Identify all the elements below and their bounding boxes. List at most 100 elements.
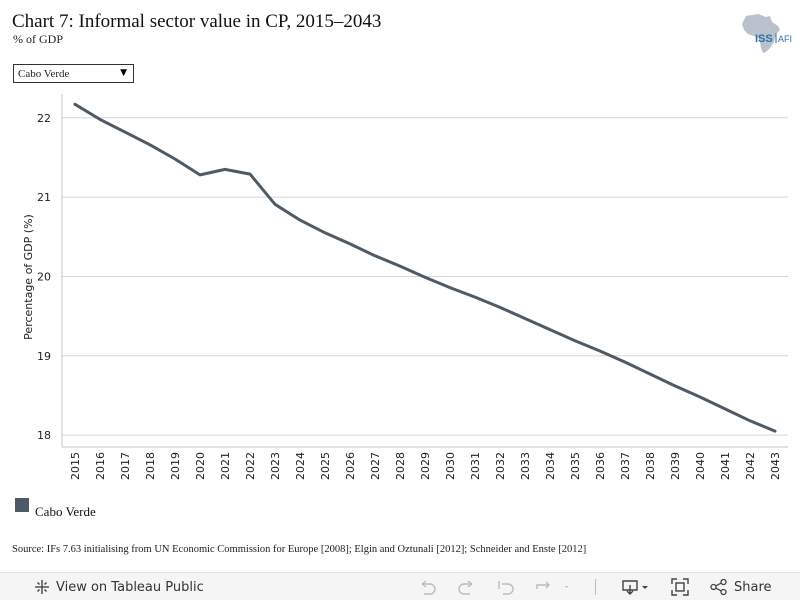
download-icon	[622, 580, 648, 595]
undo-button[interactable]	[418, 573, 438, 600]
chart-legend[interactable]: Cabo Verde	[15, 498, 96, 520]
x-tick-label: 2029	[419, 452, 432, 480]
legend-label: Cabo Verde	[35, 504, 96, 519]
data-point[interactable]	[422, 274, 428, 280]
x-tick-label: 2028	[394, 452, 407, 480]
series-line-cabo-verde[interactable]	[73, 102, 777, 433]
data-point[interactable]	[597, 348, 603, 354]
fullscreen-button[interactable]	[671, 573, 689, 600]
x-tick-label: 2026	[344, 452, 357, 480]
view-on-tableau-link[interactable]: View on Tableau Public	[34, 573, 204, 600]
data-point[interactable]	[247, 171, 253, 177]
data-point[interactable]	[772, 428, 778, 434]
data-point[interactable]	[722, 406, 728, 412]
y-tick-label: 19	[37, 350, 51, 363]
x-tick-label: 2021	[219, 452, 232, 480]
logo-text: ISS	[755, 33, 773, 45]
redo-button[interactable]	[456, 573, 476, 600]
data-point[interactable]	[672, 383, 678, 389]
data-point[interactable]	[297, 217, 303, 223]
data-point[interactable]	[122, 129, 128, 135]
africa-map-icon: ISS AFI	[742, 14, 792, 53]
download-button[interactable]	[621, 573, 651, 600]
data-point[interactable]	[372, 253, 378, 259]
data-point[interactable]	[322, 230, 328, 236]
x-tick-label: 2036	[594, 452, 607, 480]
x-tick-label: 2032	[494, 452, 507, 480]
share-label: Share	[734, 579, 772, 595]
x-tick-label: 2043	[769, 452, 782, 480]
x-tick-label: 2016	[94, 452, 107, 480]
country-filter-value: Cabo Verde	[18, 68, 70, 80]
data-point[interactable]	[522, 315, 528, 321]
data-point[interactable]	[97, 116, 103, 122]
axes	[61, 94, 788, 448]
x-tick-label: 2027	[369, 452, 382, 480]
iss-afi-logo: ISS AFI	[736, 12, 792, 56]
y-axis-label: Percentage of GDP (%)	[22, 214, 35, 340]
data-point[interactable]	[647, 371, 653, 377]
data-point[interactable]	[572, 338, 578, 344]
x-tick-label: 2030	[444, 452, 457, 480]
data-point[interactable]	[72, 101, 78, 107]
data-point[interactable]	[222, 166, 228, 172]
data-point[interactable]	[547, 327, 553, 333]
country-filter-dropdown[interactable]: Cabo Verde ▼	[13, 64, 134, 83]
x-tick-label: 2023	[269, 452, 282, 480]
page-title: Chart 7: Informal sector value in CP, 20…	[12, 11, 382, 32]
x-tick-labels: 2015 2016 2017 2018 2019 2020 2021 2022 2023 2024…	[69, 452, 782, 480]
share-button[interactable]: Share	[710, 573, 772, 600]
y-tick-label: 20	[37, 270, 51, 283]
data-point[interactable]	[172, 156, 178, 162]
x-tick-label: 2019	[169, 452, 182, 480]
logo-subtext: AFI	[778, 34, 792, 44]
y-tick-label: 22	[37, 112, 51, 125]
x-tick-label: 2017	[119, 452, 132, 480]
refresh-button[interactable]	[534, 573, 570, 600]
x-tick-label: 2020	[194, 452, 207, 480]
x-tick-label: 2025	[319, 452, 332, 480]
data-point[interactable]	[347, 241, 353, 247]
data-point[interactable]	[147, 142, 153, 148]
y-tick-label: 18	[37, 429, 51, 442]
share-icon	[710, 579, 727, 595]
data-point[interactable]	[397, 263, 403, 269]
toolbar-divider	[595, 573, 596, 600]
legend-swatch	[15, 498, 29, 512]
x-tick-label: 2022	[244, 452, 257, 480]
revert-icon	[498, 581, 514, 595]
series-layer	[72, 101, 778, 434]
refresh-icon	[536, 581, 568, 589]
y-tick-labels: 18 19 20 21 22	[37, 112, 51, 442]
y-tick-label: 21	[37, 191, 51, 204]
redo-icon	[458, 580, 473, 595]
tableau-icon	[35, 580, 49, 594]
x-tick-label: 2034	[544, 452, 557, 480]
data-point[interactable]	[697, 394, 703, 400]
data-point[interactable]	[272, 201, 278, 207]
data-point[interactable]	[447, 285, 453, 291]
undo-icon	[421, 580, 436, 595]
x-tick-label: 2024	[294, 452, 307, 480]
caret-down-icon: ▼	[120, 68, 127, 78]
data-point[interactable]	[497, 304, 503, 310]
view-on-tableau-label: View on Tableau Public	[56, 579, 204, 595]
x-tick-label: 2033	[519, 452, 532, 480]
x-tick-label: 2038	[644, 452, 657, 480]
x-tick-label: 2040	[694, 452, 707, 480]
x-tick-label: 2039	[669, 452, 682, 480]
tableau-toolbar: View on Tableau Public Share	[0, 572, 800, 600]
page-subtitle: % of GDP	[13, 32, 63, 46]
x-tick-label: 2035	[569, 452, 582, 480]
data-point[interactable]	[197, 172, 203, 178]
data-point[interactable]	[622, 359, 628, 365]
data-point[interactable]	[472, 294, 478, 300]
data-point[interactable]	[747, 418, 753, 424]
revert-button[interactable]	[496, 573, 516, 600]
x-tick-label: 2018	[144, 452, 157, 480]
fullscreen-icon	[671, 578, 689, 596]
gridlines	[62, 117, 788, 436]
source-note: Source: IFs 7.63 initialising from UN Ec…	[12, 544, 587, 555]
x-tick-label: 2041	[719, 452, 732, 480]
